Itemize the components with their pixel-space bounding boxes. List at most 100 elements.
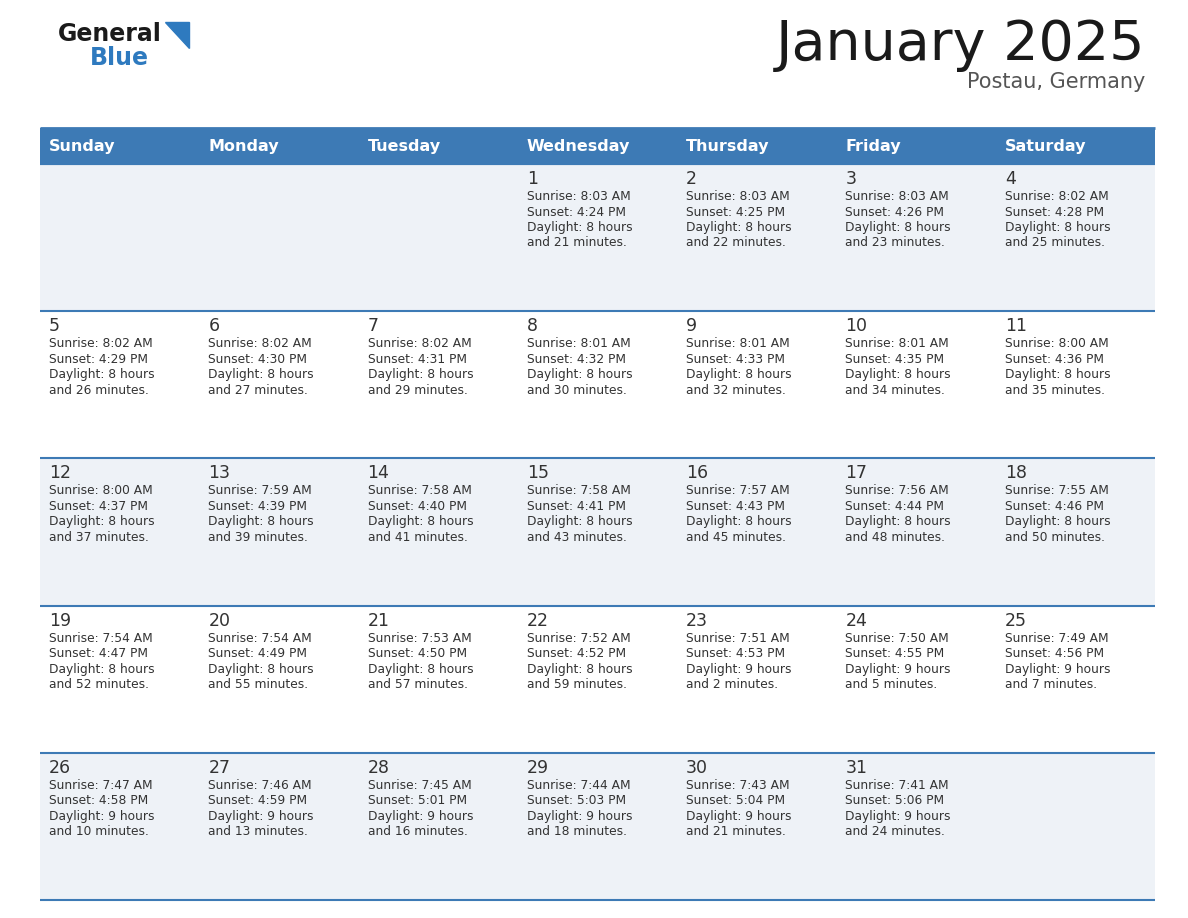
Bar (836, 311, 996, 458)
Bar (200, 606, 359, 753)
Text: and 39 minutes.: and 39 minutes. (208, 531, 308, 543)
Text: Daylight: 9 hours: Daylight: 9 hours (846, 810, 950, 823)
Text: and 29 minutes.: and 29 minutes. (367, 384, 467, 397)
Text: Daylight: 9 hours: Daylight: 9 hours (208, 810, 314, 823)
Text: Sunrise: 8:01 AM: Sunrise: 8:01 AM (526, 337, 631, 350)
Text: Sunset: 5:01 PM: Sunset: 5:01 PM (367, 794, 467, 807)
Text: and 23 minutes.: and 23 minutes. (846, 237, 946, 250)
Text: 27: 27 (208, 759, 230, 777)
Text: Sunset: 4:25 PM: Sunset: 4:25 PM (687, 206, 785, 218)
Bar (996, 458, 1155, 606)
Text: Daylight: 9 hours: Daylight: 9 hours (1005, 663, 1111, 676)
Bar (836, 458, 996, 606)
Text: Sunrise: 8:03 AM: Sunrise: 8:03 AM (526, 190, 631, 203)
Text: Tuesday: Tuesday (367, 139, 441, 153)
Text: Sunrise: 7:59 AM: Sunrise: 7:59 AM (208, 485, 312, 498)
Text: and 50 minutes.: and 50 minutes. (1005, 531, 1105, 543)
Text: and 30 minutes.: and 30 minutes. (526, 384, 627, 397)
Text: Blue: Blue (90, 46, 148, 70)
Bar (996, 128, 1155, 164)
Text: Daylight: 8 hours: Daylight: 8 hours (1005, 221, 1111, 234)
Text: Daylight: 9 hours: Daylight: 9 hours (687, 810, 791, 823)
Text: Sunrise: 7:58 AM: Sunrise: 7:58 AM (526, 485, 631, 498)
Text: Wednesday: Wednesday (526, 139, 630, 153)
Bar (677, 458, 836, 606)
Bar (200, 753, 359, 900)
Text: 25: 25 (1005, 611, 1026, 630)
Text: 15: 15 (526, 465, 549, 482)
Text: Sunrise: 8:02 AM: Sunrise: 8:02 AM (367, 337, 472, 350)
Text: 7: 7 (367, 318, 379, 335)
Bar (518, 753, 677, 900)
Bar (677, 164, 836, 311)
Text: 28: 28 (367, 759, 390, 777)
Text: Sunrise: 7:57 AM: Sunrise: 7:57 AM (687, 485, 790, 498)
Text: 31: 31 (846, 759, 867, 777)
Text: Daylight: 8 hours: Daylight: 8 hours (526, 368, 632, 381)
Text: Sunset: 4:29 PM: Sunset: 4:29 PM (49, 353, 148, 365)
Text: Monday: Monday (208, 139, 279, 153)
Text: Daylight: 8 hours: Daylight: 8 hours (49, 368, 154, 381)
Bar (40, 164, 200, 311)
Text: 11: 11 (1005, 318, 1026, 335)
Text: Sunrise: 7:56 AM: Sunrise: 7:56 AM (846, 485, 949, 498)
Bar (836, 753, 996, 900)
Text: and 45 minutes.: and 45 minutes. (687, 531, 786, 543)
Text: Daylight: 8 hours: Daylight: 8 hours (367, 368, 473, 381)
Text: Daylight: 9 hours: Daylight: 9 hours (367, 810, 473, 823)
Bar (359, 753, 518, 900)
Text: Sunset: 5:04 PM: Sunset: 5:04 PM (687, 794, 785, 807)
Text: Daylight: 8 hours: Daylight: 8 hours (49, 663, 154, 676)
Bar (518, 311, 677, 458)
Text: Daylight: 8 hours: Daylight: 8 hours (49, 515, 154, 529)
Text: 12: 12 (49, 465, 71, 482)
Bar (40, 753, 200, 900)
Text: Daylight: 8 hours: Daylight: 8 hours (846, 221, 952, 234)
Text: Daylight: 8 hours: Daylight: 8 hours (1005, 368, 1111, 381)
Text: Daylight: 8 hours: Daylight: 8 hours (846, 368, 952, 381)
Text: and 16 minutes.: and 16 minutes. (367, 825, 467, 838)
Text: Sunrise: 7:46 AM: Sunrise: 7:46 AM (208, 778, 312, 792)
Polygon shape (165, 22, 189, 48)
Text: and 25 minutes.: and 25 minutes. (1005, 237, 1105, 250)
Text: Daylight: 9 hours: Daylight: 9 hours (846, 663, 950, 676)
Text: Sunset: 4:32 PM: Sunset: 4:32 PM (526, 353, 626, 365)
Text: and 21 minutes.: and 21 minutes. (687, 825, 786, 838)
Text: Daylight: 8 hours: Daylight: 8 hours (367, 663, 473, 676)
Text: Sunset: 4:58 PM: Sunset: 4:58 PM (49, 794, 148, 807)
Text: Sunset: 4:35 PM: Sunset: 4:35 PM (846, 353, 944, 365)
Text: Sunrise: 7:43 AM: Sunrise: 7:43 AM (687, 778, 790, 792)
Text: Sunset: 4:41 PM: Sunset: 4:41 PM (526, 500, 626, 513)
Text: Saturday: Saturday (1005, 139, 1086, 153)
Text: 6: 6 (208, 318, 220, 335)
Text: and 2 minutes.: and 2 minutes. (687, 678, 778, 691)
Text: 5: 5 (49, 318, 61, 335)
Text: Sunset: 4:59 PM: Sunset: 4:59 PM (208, 794, 308, 807)
Text: Sunrise: 7:55 AM: Sunrise: 7:55 AM (1005, 485, 1108, 498)
Text: Thursday: Thursday (687, 139, 770, 153)
Text: 29: 29 (526, 759, 549, 777)
Text: Sunset: 4:44 PM: Sunset: 4:44 PM (846, 500, 944, 513)
Bar (518, 458, 677, 606)
Text: 19: 19 (49, 611, 71, 630)
Text: Sunset: 4:28 PM: Sunset: 4:28 PM (1005, 206, 1104, 218)
Bar (359, 606, 518, 753)
Text: Sunset: 5:06 PM: Sunset: 5:06 PM (846, 794, 944, 807)
Bar (359, 458, 518, 606)
Bar (200, 128, 359, 164)
Text: and 22 minutes.: and 22 minutes. (687, 237, 786, 250)
Text: Sunset: 4:50 PM: Sunset: 4:50 PM (367, 647, 467, 660)
Bar (677, 311, 836, 458)
Text: Sunrise: 7:58 AM: Sunrise: 7:58 AM (367, 485, 472, 498)
Bar (359, 311, 518, 458)
Text: Sunset: 4:39 PM: Sunset: 4:39 PM (208, 500, 308, 513)
Text: Daylight: 8 hours: Daylight: 8 hours (208, 368, 314, 381)
Text: Sunrise: 7:47 AM: Sunrise: 7:47 AM (49, 778, 152, 792)
Text: and 10 minutes.: and 10 minutes. (49, 825, 148, 838)
Text: and 5 minutes.: and 5 minutes. (846, 678, 937, 691)
Text: Sunset: 4:37 PM: Sunset: 4:37 PM (49, 500, 148, 513)
Text: Sunrise: 8:00 AM: Sunrise: 8:00 AM (49, 485, 153, 498)
Text: 1: 1 (526, 170, 538, 188)
Text: 30: 30 (687, 759, 708, 777)
Text: Daylight: 8 hours: Daylight: 8 hours (208, 663, 314, 676)
